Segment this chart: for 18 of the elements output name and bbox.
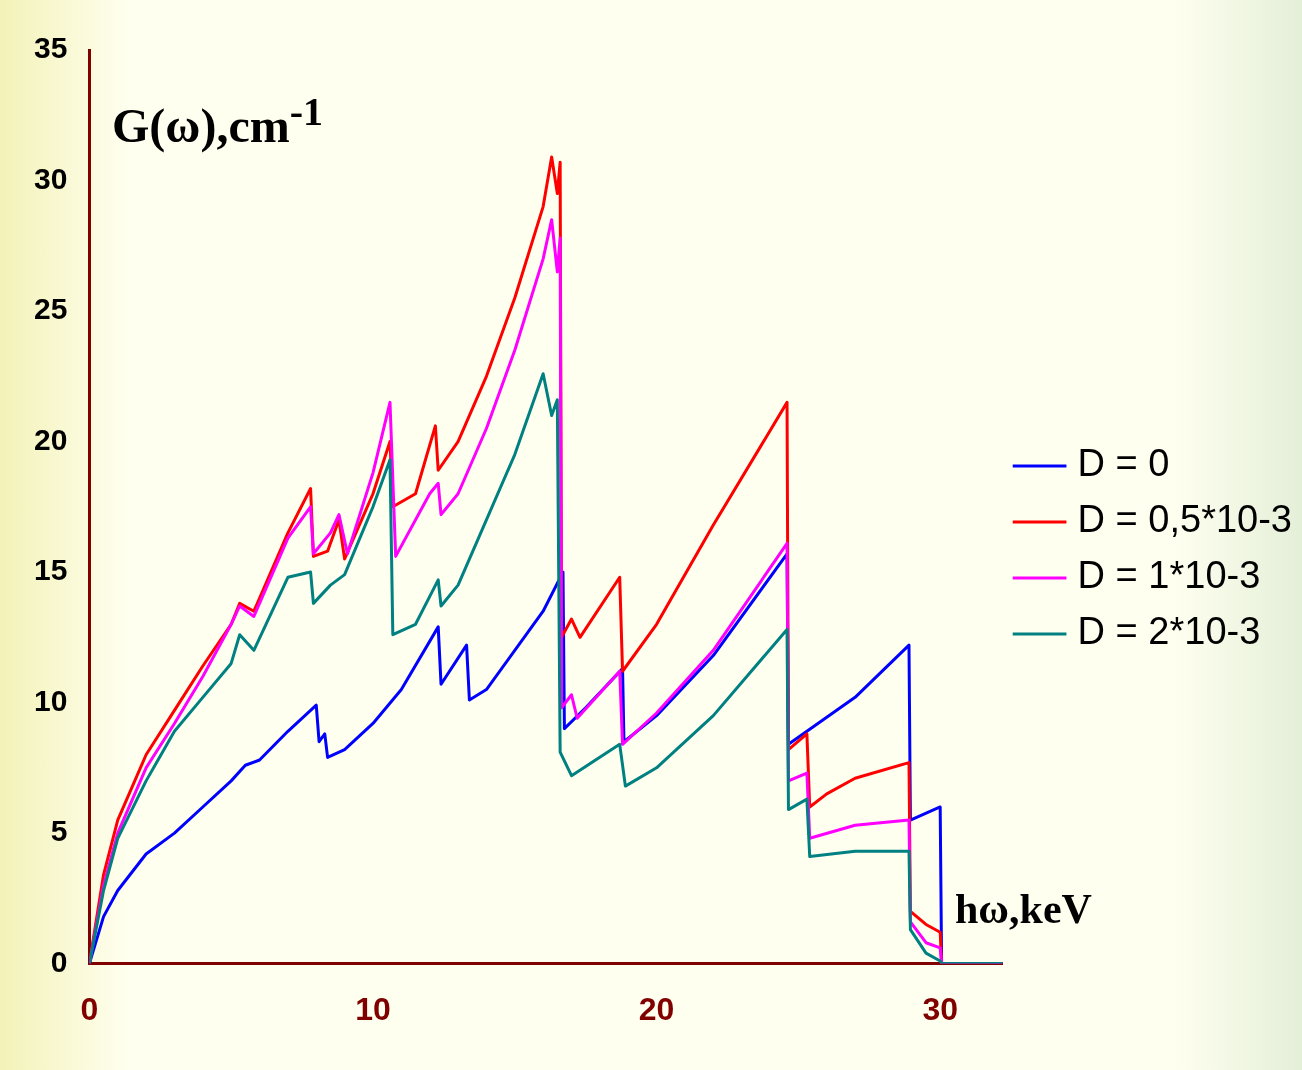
legend-label: D = 0 <box>1077 442 1170 485</box>
y-tick-label: 15 <box>33 553 68 587</box>
y-tick-label: 20 <box>33 422 68 456</box>
y-tick-label: 35 <box>33 31 68 65</box>
legend-label: D = 0,5*10-3 <box>1077 498 1292 541</box>
x-tick-label: 20 <box>638 990 675 1027</box>
x-tick-label: 30 <box>922 990 958 1027</box>
x-tick-label: 10 <box>355 990 391 1027</box>
x-tick-label: 0 <box>80 990 99 1027</box>
y-axis-title: G(ω),cm$^{-1}$ <box>112 88 324 153</box>
y-tick-label: 5 <box>50 814 68 848</box>
legend-label: D = 2*10-3 <box>1077 610 1261 653</box>
legend-label: D = 1*10-3 <box>1077 554 1261 597</box>
y-tick-label: 10 <box>33 683 68 717</box>
y-tick-label: 0 <box>50 944 68 978</box>
x-axis-title: hω,keV <box>955 885 1092 933</box>
y-tick-label: 30 <box>33 161 68 195</box>
y-tick-label: 25 <box>33 292 68 326</box>
